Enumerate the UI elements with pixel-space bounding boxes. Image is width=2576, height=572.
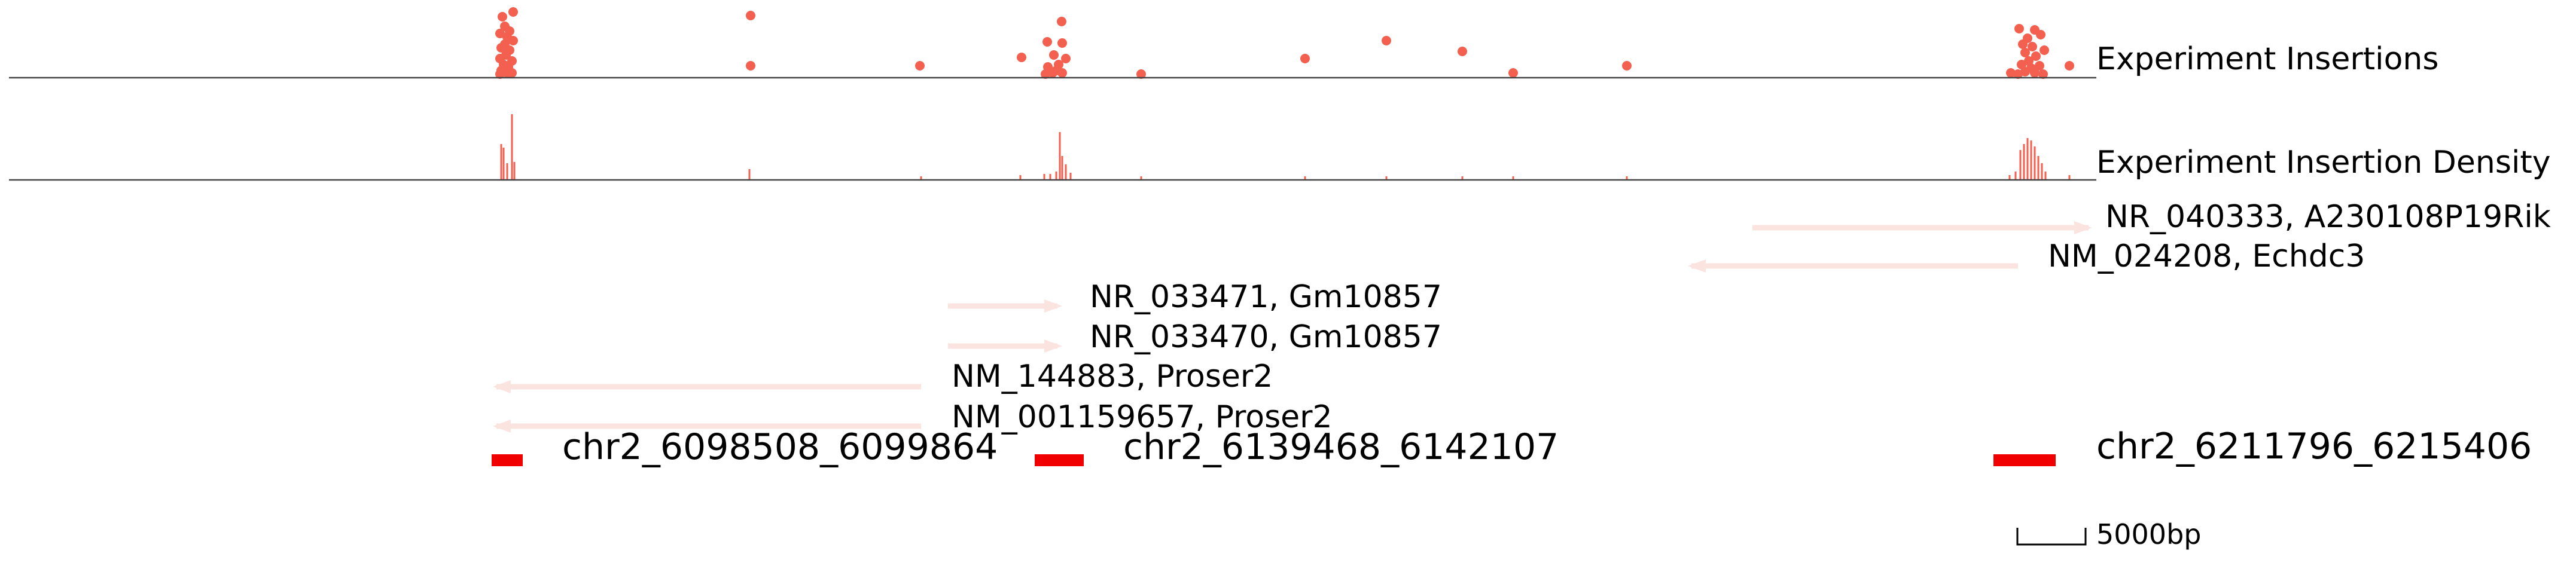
- peak-label: chr2_6139468_6142107: [1123, 426, 1559, 468]
- insertion-point: [1049, 50, 1059, 60]
- insertion-point: [2065, 61, 2074, 71]
- insertion-point: [2040, 45, 2049, 55]
- peak-mark: [1993, 454, 2056, 466]
- insertion-point: [496, 43, 506, 53]
- scale-bar: 5000bp: [2016, 518, 2201, 550]
- insertion-point: [1057, 17, 1066, 26]
- arrow-left-icon: [1688, 259, 1706, 273]
- density-bars: [500, 114, 2071, 180]
- arrow-left-icon: [493, 380, 511, 393]
- insertion-point: [498, 12, 507, 22]
- insertion-point: [495, 29, 505, 38]
- insertion-point: [915, 61, 925, 71]
- insertion-point: [2014, 24, 2024, 33]
- insertion-point: [495, 69, 505, 79]
- gene-NR_033471: NR_033471, Gm10857: [948, 279, 1442, 315]
- insertions-track: Experiment Insertions: [9, 7, 2438, 79]
- scale-bar-line: [2016, 528, 2087, 546]
- insertion-point: [1017, 53, 1026, 62]
- peak-mark: [492, 454, 523, 466]
- insertion-point: [1057, 38, 1067, 48]
- insertion-point: [2018, 39, 2028, 49]
- insertion-point: [2031, 51, 2041, 61]
- density-track: Experiment Insertion Density: [9, 114, 2551, 181]
- insertion-point: [1041, 69, 1050, 79]
- arrow-right-icon: [2074, 221, 2092, 234]
- insertion-point: [1300, 54, 1310, 63]
- insertion-point: [746, 61, 755, 71]
- arrow-right-icon: [1044, 339, 1062, 353]
- gene-NM_144883: NM_144883, Proser2: [493, 359, 1273, 394]
- insertion-point: [2017, 60, 2026, 69]
- insertion-point: [508, 7, 518, 17]
- peak-chr2_6139468_6142107: chr2_6139468_6142107: [1035, 426, 1559, 468]
- insertion-point: [2028, 42, 2037, 51]
- gene-label: NM_144883, Proser2: [952, 359, 1273, 394]
- gene-NM_001159657: NM_001159657, Proser2: [493, 399, 1333, 435]
- gene-NM_024208: NM_024208, Echdc3: [1688, 238, 2365, 274]
- insertion-point: [2035, 61, 2044, 71]
- insertion-point: [746, 11, 755, 20]
- scale-bar-label: 5000bp: [2096, 518, 2201, 550]
- gene-label: NR_040333, A230108P19Rik: [2105, 199, 2551, 235]
- insertion-point: [1458, 47, 1467, 56]
- peak-label: chr2_6098508_6099864: [562, 426, 998, 468]
- insertion-point: [1057, 68, 1067, 78]
- gene-label: NM_024208, Echdc3: [2048, 238, 2365, 274]
- density-track-label: Experiment Insertion Density: [2096, 145, 2551, 181]
- insertion-points: [495, 7, 2074, 79]
- insertion-point: [1042, 37, 1052, 47]
- peak-chr2_6211796_6215406: chr2_6211796_6215406: [1993, 426, 2532, 467]
- peak-label: chr2_6211796_6215406: [2096, 426, 2532, 467]
- insertion-point: [1136, 69, 1146, 79]
- insertion-point: [508, 36, 518, 45]
- insertion-point: [1061, 54, 1071, 63]
- gene-label: NR_033471, Gm10857: [1090, 279, 1442, 315]
- arrow-right-icon: [1044, 299, 1062, 313]
- insertion-point: [1382, 36, 1391, 45]
- insertion-point: [1508, 68, 1518, 78]
- insertion-point: [2038, 69, 2048, 79]
- insertion-point: [2036, 30, 2045, 39]
- arrow-left-icon: [493, 420, 511, 433]
- gene-track: NR_040333, A230108P19Rik NM_024208, Echd…: [493, 199, 2551, 435]
- gene-label: NR_033470, Gm10857: [1090, 319, 1442, 355]
- gene-label: NM_001159657, Proser2: [952, 399, 1333, 435]
- insertion-point: [2013, 69, 2023, 79]
- insertion-point: [507, 68, 517, 78]
- peak-track: chr2_6098508_6099864 chr2_6139468_614210…: [492, 426, 2532, 468]
- insertion-point: [1622, 61, 1632, 71]
- gene-NR_040333: NR_040333, A230108P19Rik: [1752, 199, 2551, 235]
- insertion-point: [2006, 68, 2016, 78]
- peak-chr2_6098508_6099864: chr2_6098508_6099864: [492, 426, 998, 468]
- insertion-point: [2020, 48, 2030, 57]
- insertions-track-label: Experiment Insertions: [2096, 41, 2438, 77]
- gene-NR_033470: NR_033470, Gm10857: [948, 319, 1442, 355]
- insertion-point: [1048, 68, 1057, 78]
- peak-mark: [1035, 454, 1084, 466]
- insertion-point: [2030, 68, 2040, 78]
